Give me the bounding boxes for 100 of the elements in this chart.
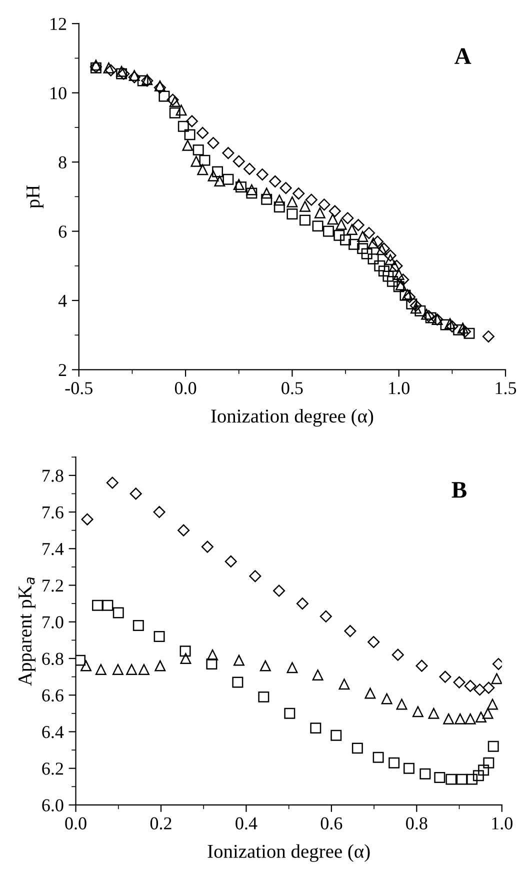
point — [444, 318, 456, 330]
point — [446, 320, 458, 332]
point — [453, 676, 466, 688]
point — [190, 156, 202, 167]
point — [334, 230, 345, 241]
point — [158, 90, 170, 102]
point — [232, 676, 244, 688]
point — [368, 636, 380, 648]
y-tick-label: 6.6 — [42, 689, 64, 702]
y-tick-label: 12 — [50, 18, 66, 30]
point — [410, 302, 422, 314]
point — [236, 181, 246, 192]
point — [472, 770, 484, 782]
point — [106, 476, 118, 489]
point — [425, 312, 436, 324]
point — [280, 182, 292, 194]
y-tick-label: 6.8 — [42, 652, 64, 666]
point — [132, 620, 144, 632]
point — [318, 198, 330, 211]
point — [357, 230, 368, 242]
y-tick-label: 7.6 — [42, 506, 64, 519]
point — [453, 324, 464, 336]
point — [261, 194, 272, 205]
point — [434, 772, 446, 783]
point — [368, 238, 379, 249]
y-tick-label: 8 — [58, 156, 66, 168]
x-tick-label: -0.5 — [65, 382, 92, 394]
point — [244, 162, 256, 175]
point — [348, 238, 360, 250]
x-tick-label: 0.0 — [174, 382, 196, 394]
point — [182, 140, 194, 151]
y-tick-label: 7.2 — [42, 580, 63, 592]
point — [386, 276, 398, 287]
point — [192, 144, 204, 156]
point — [169, 107, 180, 118]
point — [154, 660, 166, 672]
y-axis-title: pH — [26, 185, 44, 208]
point — [246, 184, 258, 196]
y-tick-label: 7.8 — [42, 470, 64, 482]
point — [154, 82, 166, 94]
point — [286, 208, 298, 220]
point — [76, 654, 86, 666]
point — [457, 322, 468, 334]
point — [388, 757, 400, 768]
y-tick-label: 4 — [58, 294, 67, 307]
point — [116, 66, 128, 77]
point — [421, 308, 432, 320]
point — [126, 664, 138, 675]
point — [166, 94, 179, 106]
point — [246, 188, 258, 199]
y-tick-label: 7.0 — [42, 616, 64, 628]
point — [346, 224, 358, 236]
point — [292, 188, 305, 200]
point — [396, 698, 408, 710]
point — [92, 600, 103, 611]
point — [130, 488, 142, 500]
point — [260, 660, 271, 672]
point — [390, 260, 403, 272]
point — [274, 202, 285, 213]
point — [81, 513, 94, 526]
point — [364, 688, 376, 699]
point — [320, 610, 332, 622]
point — [206, 658, 218, 670]
point — [208, 170, 219, 182]
x-tick-label: 0.4 — [236, 817, 258, 830]
point — [478, 764, 490, 776]
point — [80, 660, 92, 672]
point — [180, 653, 192, 664]
point — [361, 248, 372, 260]
point — [138, 664, 150, 675]
point — [403, 762, 414, 774]
point — [112, 607, 124, 618]
point — [201, 540, 214, 553]
point — [207, 649, 218, 660]
point — [305, 194, 318, 206]
point — [312, 669, 324, 680]
point — [474, 684, 486, 696]
point — [197, 164, 208, 176]
point — [488, 740, 499, 752]
point — [137, 75, 148, 86]
point — [439, 670, 452, 683]
point — [224, 555, 237, 568]
point — [300, 200, 310, 212]
point — [169, 96, 180, 107]
point — [222, 147, 234, 160]
point — [458, 326, 472, 338]
point — [330, 730, 342, 741]
point — [284, 708, 296, 719]
point — [342, 212, 354, 224]
point — [286, 196, 298, 208]
point — [340, 234, 352, 246]
x-tick-label: 0.6 — [320, 817, 342, 830]
point — [384, 254, 396, 266]
point — [178, 524, 190, 536]
point — [102, 600, 114, 611]
point — [336, 218, 347, 230]
point — [483, 757, 494, 768]
point — [154, 631, 165, 642]
point — [456, 774, 468, 785]
y-axis-title: Apparent pK$_{a}$ — [18, 577, 36, 686]
